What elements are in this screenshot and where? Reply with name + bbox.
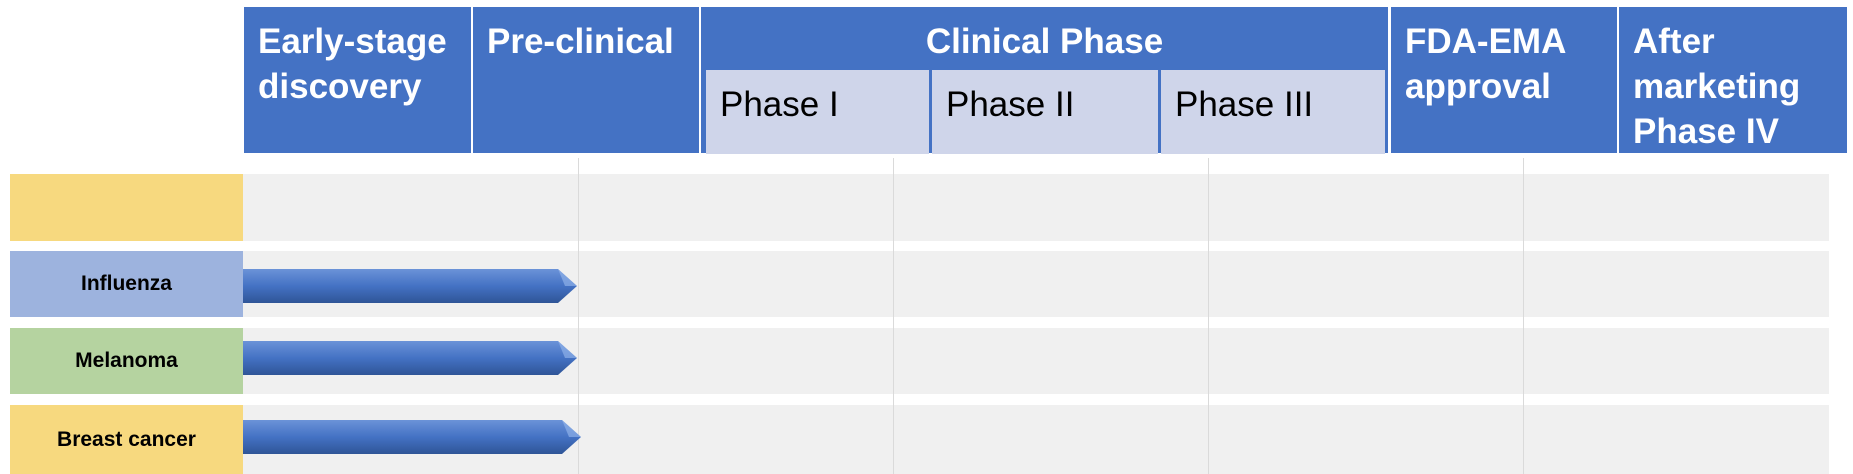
header-pre-clinical: Pre-clinical	[473, 7, 699, 153]
row-label-melanoma: Melanoma	[10, 328, 243, 394]
header-after-marketing: After marketing Phase IV	[1619, 7, 1847, 153]
header-phase-2: Phase II	[932, 70, 1158, 154]
header-phase-3: Phase III	[1161, 70, 1385, 154]
progress-arrow-influenza	[243, 269, 577, 303]
row-label-influenza: Influenza	[10, 251, 243, 317]
row-label-0	[10, 174, 243, 241]
header-early-stage-discovery: Early-stage discovery	[244, 7, 471, 153]
row-label-breast-cancer: Breast cancer	[10, 405, 243, 474]
header-phase-1: Phase I	[706, 70, 929, 154]
column-divider	[578, 158, 579, 474]
column-divider	[893, 158, 894, 474]
column-divider	[1208, 158, 1209, 474]
progress-arrow-breast-cancer	[243, 420, 581, 454]
header-fda-ema-approval: FDA-EMA approval	[1391, 7, 1617, 153]
progress-arrow-melanoma	[243, 341, 577, 375]
lane-row-0	[243, 174, 1829, 241]
column-divider	[1523, 158, 1524, 474]
